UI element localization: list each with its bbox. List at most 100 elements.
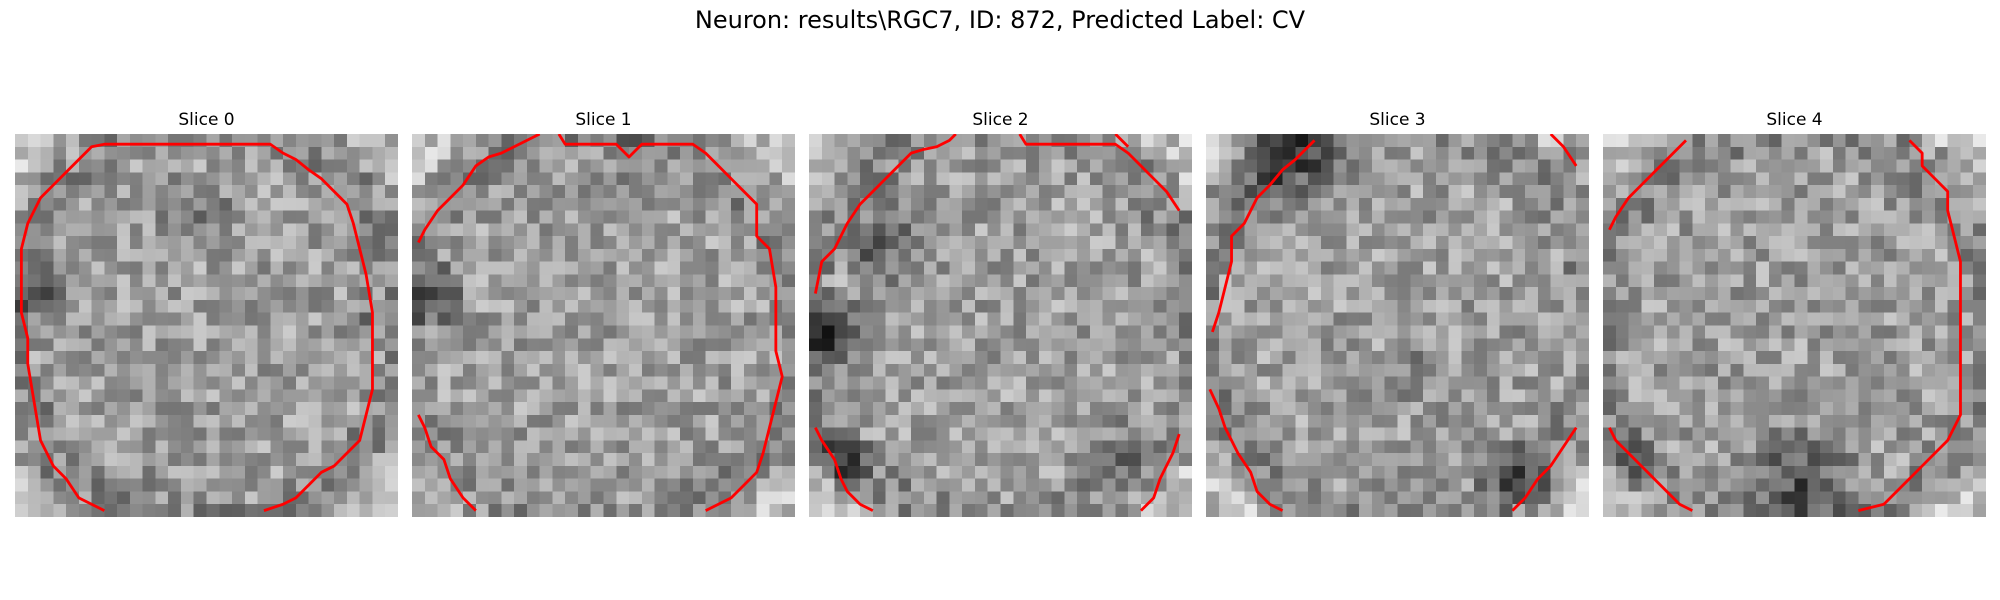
pixel <box>1410 338 1424 352</box>
pixel <box>1410 287 1424 301</box>
pixel <box>180 376 194 390</box>
pixel <box>295 146 309 160</box>
pixel <box>1679 338 1693 352</box>
pixel <box>1410 389 1424 403</box>
pixel <box>295 172 309 186</box>
pixel <box>437 427 451 441</box>
pixel <box>206 146 220 160</box>
pixel <box>475 299 489 313</box>
pixel <box>1525 504 1539 517</box>
pixel <box>1359 325 1373 339</box>
pixel <box>1218 325 1232 339</box>
pixel <box>1692 312 1706 326</box>
pixel <box>1257 248 1271 262</box>
pixel <box>1794 453 1808 467</box>
pixel <box>1295 325 1309 339</box>
pixel <box>1051 287 1065 301</box>
pixel <box>629 312 643 326</box>
pixel <box>1692 465 1706 479</box>
pixel <box>1512 223 1526 237</box>
pixel <box>1295 351 1309 365</box>
pixel <box>180 478 194 492</box>
pixel <box>1550 210 1564 224</box>
pixel <box>616 185 630 199</box>
pixel <box>667 389 681 403</box>
pixel <box>1525 325 1539 339</box>
pixel <box>283 261 297 275</box>
pixel <box>987 440 1001 454</box>
pixel <box>565 197 579 211</box>
pixel <box>756 465 770 479</box>
pixel <box>1576 440 1589 454</box>
pixel <box>1461 363 1475 377</box>
pixel <box>501 274 515 288</box>
pixel <box>769 197 783 211</box>
pixel <box>1218 210 1232 224</box>
pixel <box>577 414 591 428</box>
pixel <box>1269 312 1283 326</box>
pixel <box>1768 478 1782 492</box>
pixel <box>1512 376 1526 390</box>
pixel <box>1153 389 1167 403</box>
pixel <box>1973 338 1986 352</box>
pixel <box>385 248 398 262</box>
pixel <box>1308 210 1322 224</box>
pixel <box>78 261 92 275</box>
pixel <box>129 440 143 454</box>
pixel <box>1397 146 1411 160</box>
pixel <box>782 465 795 479</box>
pixel <box>1794 261 1808 275</box>
pixel <box>206 312 220 326</box>
pixel <box>974 453 988 467</box>
pixel <box>1730 274 1744 288</box>
pixel <box>936 172 950 186</box>
pixel <box>257 287 271 301</box>
pixel <box>756 351 770 365</box>
pixel <box>244 504 258 517</box>
pixel <box>885 172 899 186</box>
pixel <box>577 185 591 199</box>
pixel <box>117 159 131 173</box>
pixel <box>1781 261 1795 275</box>
pixel <box>1423 363 1437 377</box>
pixel <box>1371 440 1385 454</box>
pixel <box>27 351 41 365</box>
pixel <box>1333 223 1347 237</box>
pixel <box>629 351 643 365</box>
pixel <box>1038 223 1052 237</box>
pixel <box>1858 465 1872 479</box>
pixel <box>1883 312 1897 326</box>
pixel <box>949 146 963 160</box>
pixel <box>1730 351 1744 365</box>
pixel <box>1705 312 1719 326</box>
pixel <box>1705 491 1719 505</box>
pixel <box>949 248 963 262</box>
pixel <box>718 363 732 377</box>
pixel <box>1666 185 1680 199</box>
pixel <box>1486 351 1500 365</box>
pixel <box>1269 325 1283 339</box>
pixel <box>27 453 41 467</box>
pixel <box>718 134 732 148</box>
pixel <box>1768 236 1782 250</box>
pixel <box>1730 491 1744 505</box>
pixel <box>1537 325 1551 339</box>
pixel <box>270 236 284 250</box>
pixel <box>308 185 322 199</box>
pixel <box>1934 453 1948 467</box>
pixel <box>180 223 194 237</box>
pixel <box>1474 325 1488 339</box>
pixel <box>1756 427 1770 441</box>
pixel <box>1794 185 1808 199</box>
pixel <box>1128 185 1142 199</box>
pixel <box>1371 236 1385 250</box>
pixel <box>283 287 297 301</box>
pixel <box>78 274 92 288</box>
pixel <box>1730 299 1744 313</box>
pixel <box>1896 338 1910 352</box>
pixel <box>718 185 732 199</box>
pixel <box>1257 172 1271 186</box>
pixel <box>1883 146 1897 160</box>
pixel <box>1346 491 1360 505</box>
pixel <box>629 185 643 199</box>
